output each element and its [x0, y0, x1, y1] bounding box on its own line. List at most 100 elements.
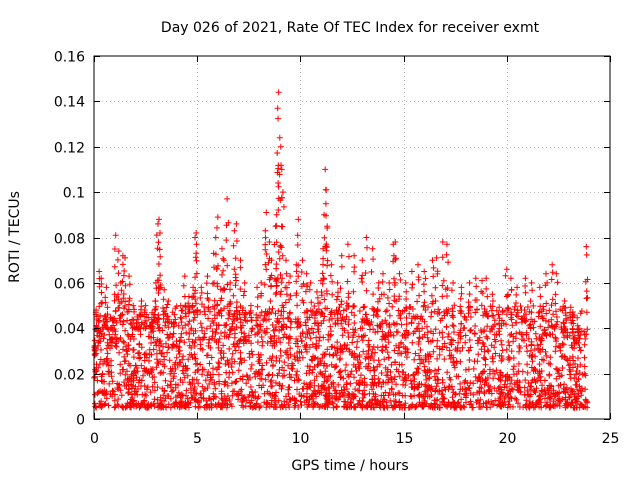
- data-point: [543, 402, 550, 409]
- data-point: [107, 345, 113, 352]
- data-point: [155, 220, 161, 227]
- data-point: [325, 384, 332, 391]
- data-point: [365, 354, 372, 361]
- data-point: [274, 318, 280, 324]
- data-point: [377, 324, 384, 331]
- data-point: [304, 348, 310, 355]
- data-point: [343, 386, 350, 392]
- data-point: [215, 359, 222, 366]
- data-point: [253, 317, 260, 324]
- data-point: [284, 314, 291, 321]
- data-point: [130, 354, 137, 361]
- data-point: [300, 385, 307, 392]
- data-point: [151, 314, 158, 321]
- data-point: [148, 340, 154, 346]
- data-point: [103, 284, 110, 291]
- data-point: [153, 232, 160, 239]
- data-point: [505, 354, 512, 361]
- data-point: [409, 339, 416, 346]
- data-point: [561, 353, 568, 360]
- data-point: [433, 383, 440, 390]
- data-point: [569, 317, 576, 324]
- data-point: [426, 366, 433, 373]
- data-point: [232, 255, 239, 262]
- data-point: [450, 314, 457, 321]
- data-point: [503, 266, 510, 273]
- data-point: [194, 360, 201, 367]
- data-point: [439, 282, 446, 289]
- data-point: [355, 361, 362, 368]
- data-point: [199, 383, 206, 390]
- data-point: [136, 377, 143, 384]
- data-point: [552, 291, 559, 298]
- data-point: [484, 335, 491, 342]
- data-point: [117, 317, 124, 324]
- data-point: [125, 390, 132, 397]
- data-point: [164, 318, 171, 325]
- data-point: [389, 404, 396, 411]
- data-point: [129, 398, 136, 405]
- data-point: [181, 273, 188, 280]
- data-point: [422, 390, 429, 396]
- data-point: [508, 348, 515, 355]
- data-point: [497, 402, 503, 409]
- data-point: [204, 372, 211, 379]
- data-point: [170, 320, 177, 327]
- data-point: [578, 308, 585, 315]
- data-point: [506, 398, 513, 405]
- data-point: [174, 403, 181, 410]
- data-point: [293, 336, 300, 342]
- y-tick-label: 0.14: [54, 95, 85, 111]
- data-point: [503, 346, 510, 353]
- data-point: [188, 325, 195, 332]
- x-tick-label: 10: [292, 431, 310, 447]
- data-point: [575, 390, 582, 397]
- data-point: [360, 304, 367, 310]
- data-point: [264, 340, 271, 346]
- data-point: [472, 297, 479, 304]
- data-point: [103, 395, 110, 402]
- data-point: [220, 267, 227, 274]
- data-point: [125, 389, 132, 396]
- data-point: [305, 326, 312, 333]
- data-point: [195, 380, 202, 387]
- data-point: [254, 339, 261, 346]
- data-point: [293, 372, 299, 378]
- data-point: [356, 397, 363, 404]
- data-point: [258, 279, 265, 286]
- data-point: [298, 283, 305, 290]
- data-point: [574, 386, 580, 393]
- data-point: [549, 296, 556, 303]
- data-point: [581, 354, 588, 361]
- data-point: [550, 311, 557, 318]
- data-point: [267, 298, 274, 305]
- data-point: [552, 334, 559, 341]
- data-point: [125, 360, 132, 367]
- data-point: [323, 378, 330, 385]
- data-point: [257, 371, 263, 378]
- data-point: [185, 336, 192, 343]
- data-point: [154, 319, 161, 326]
- data-point: [199, 366, 206, 373]
- data-point: [133, 364, 140, 371]
- data-point: [384, 294, 391, 301]
- data-point: [497, 377, 504, 384]
- data-point: [127, 320, 134, 327]
- data-point: [350, 288, 357, 295]
- data-point: [541, 330, 548, 337]
- data-point: [582, 335, 589, 342]
- data-point: [335, 381, 342, 388]
- data-point: [537, 377, 544, 384]
- data-point: [169, 345, 176, 351]
- data-point: [262, 234, 269, 241]
- data-point: [396, 344, 403, 351]
- data-point: [401, 402, 408, 409]
- data-point: [330, 379, 337, 386]
- data-point: [104, 304, 111, 311]
- data-point: [470, 380, 477, 387]
- data-point: [537, 349, 544, 355]
- data-point: [191, 314, 198, 321]
- data-point: [343, 300, 350, 307]
- data-point: [365, 347, 372, 354]
- data-point: [221, 257, 227, 264]
